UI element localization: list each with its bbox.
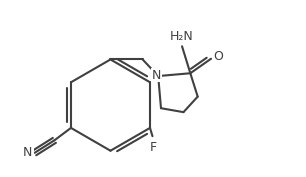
Text: N: N — [23, 146, 33, 159]
Text: O: O — [213, 50, 223, 63]
Text: F: F — [150, 141, 157, 154]
Text: H₂N: H₂N — [170, 30, 194, 43]
Text: N: N — [152, 68, 161, 82]
